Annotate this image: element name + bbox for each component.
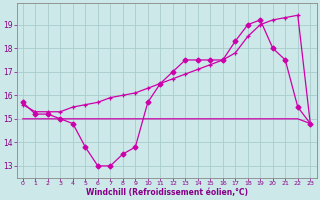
X-axis label: Windchill (Refroidissement éolien,°C): Windchill (Refroidissement éolien,°C) xyxy=(85,188,248,197)
